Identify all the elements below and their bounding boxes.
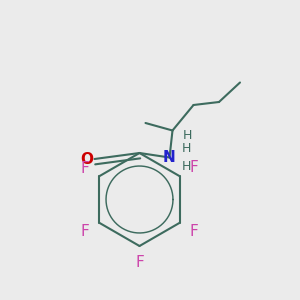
Text: F: F — [190, 160, 198, 175]
Text: F: F — [135, 255, 144, 270]
Text: H: H — [183, 128, 192, 142]
Text: N: N — [163, 150, 176, 165]
Text: F: F — [81, 224, 89, 238]
Text: H: H — [181, 142, 191, 155]
Text: O: O — [80, 152, 94, 166]
Text: H: H — [181, 160, 191, 173]
Text: F: F — [190, 224, 198, 238]
Text: F: F — [81, 160, 89, 175]
